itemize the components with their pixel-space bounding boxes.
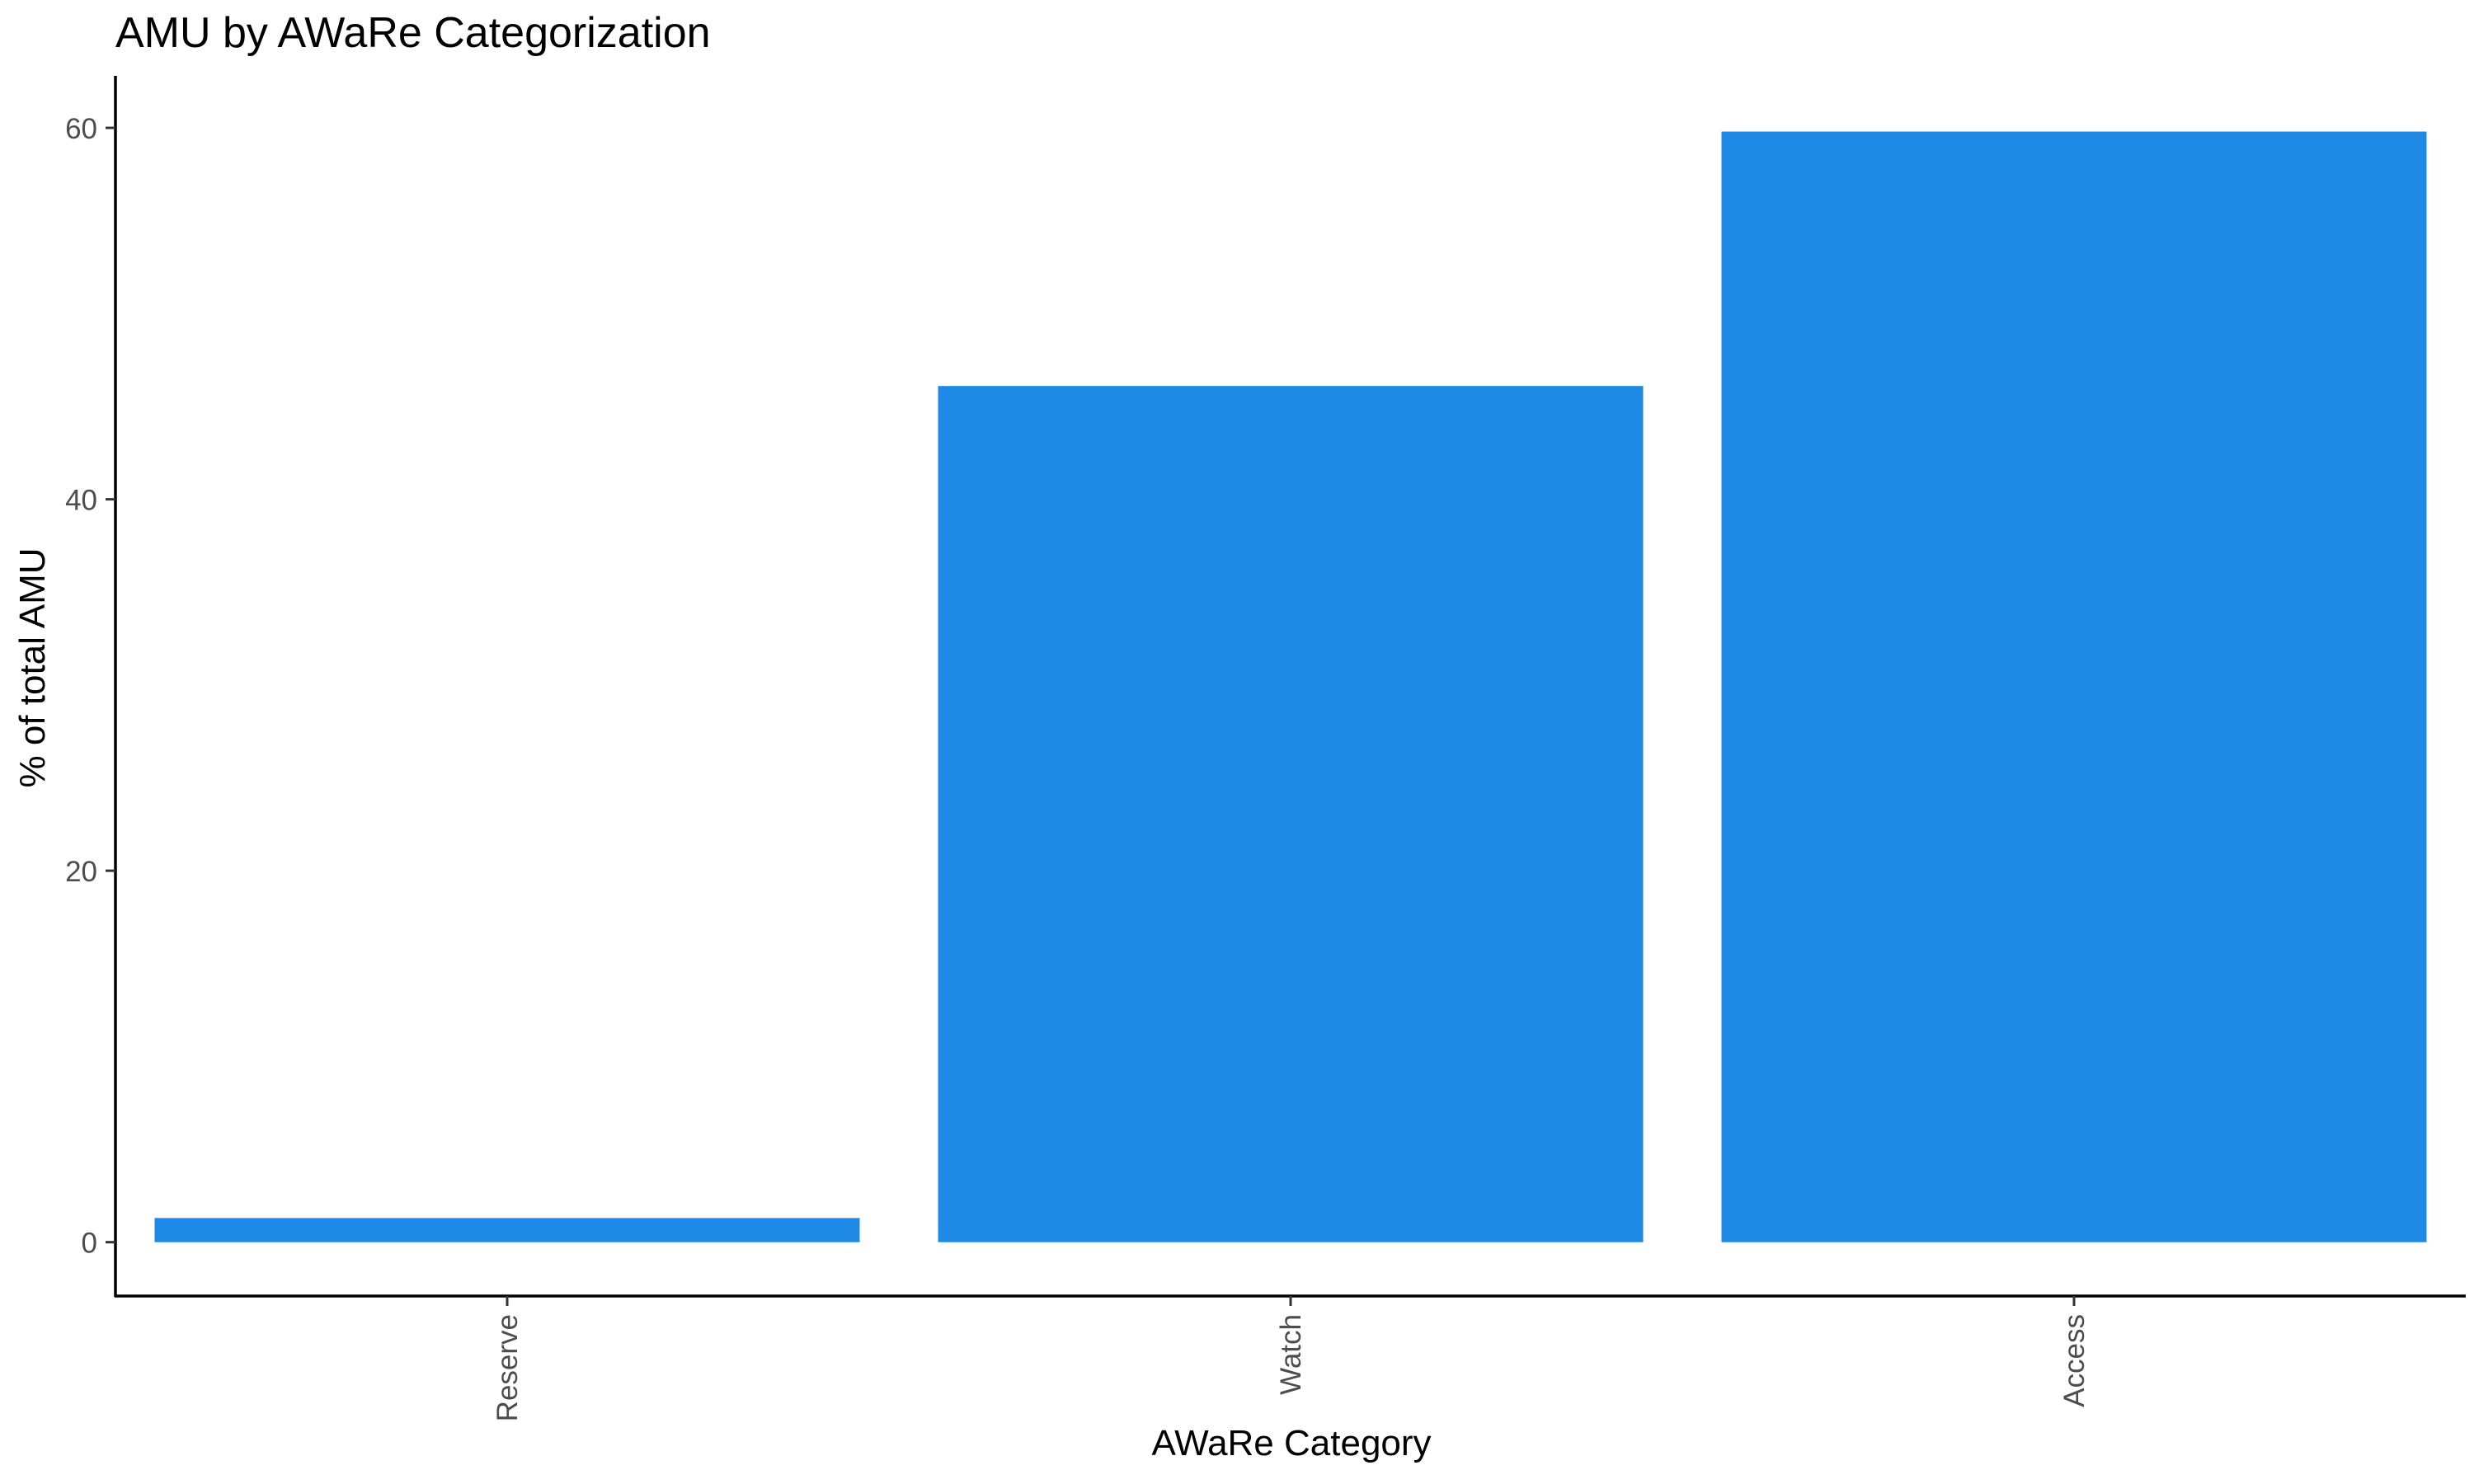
- x-tick-label-access: Access: [2058, 1314, 2091, 1407]
- x-tick-label-reserve: Reserve: [492, 1314, 524, 1421]
- x-tick-label-watch: Watch: [1275, 1314, 1307, 1395]
- bar-watch: [938, 386, 1644, 1242]
- bars-layer: [154, 131, 2427, 1242]
- bar-access: [1721, 131, 2427, 1242]
- y-tick-label: 20: [65, 856, 97, 888]
- bar-reserve: [154, 1218, 860, 1242]
- y-axis-title: % of total AMU: [12, 547, 53, 788]
- y-tick-label: 60: [65, 113, 97, 145]
- x-axis-title: AWaRe Category: [1151, 1423, 1432, 1463]
- y-tick-label: 40: [65, 485, 97, 517]
- y-tick-label: 0: [82, 1228, 97, 1260]
- ticks-layer: 0 20 40 60 Reserve Watch Access: [65, 113, 2091, 1421]
- chart-title: AMU by AWaRe Categorization: [115, 9, 711, 57]
